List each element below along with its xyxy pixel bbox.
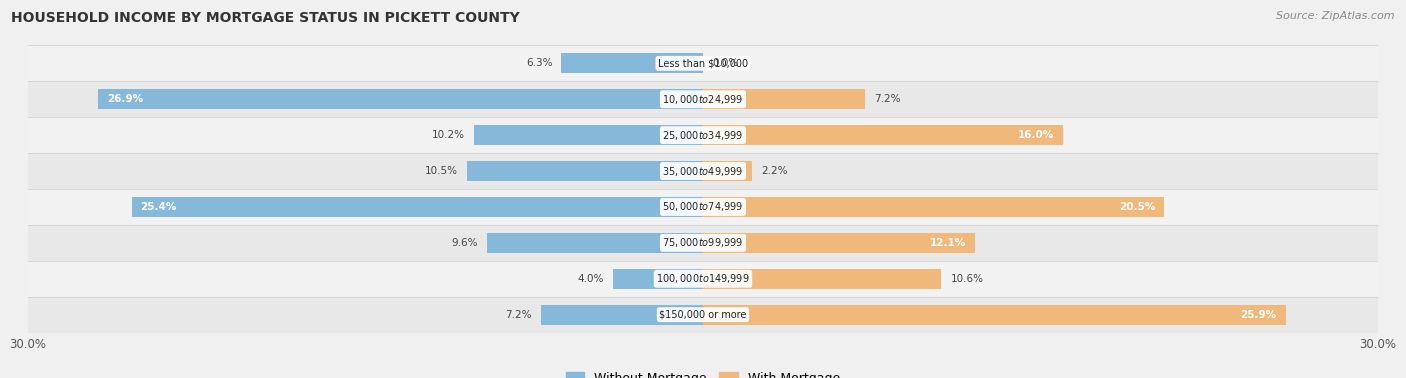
Text: 10.6%: 10.6% (950, 274, 983, 284)
Text: 26.9%: 26.9% (107, 94, 143, 104)
Text: 0.0%: 0.0% (711, 58, 738, 68)
Bar (28, 297, 1378, 333)
Text: 25.9%: 25.9% (1240, 310, 1277, 320)
Bar (703, 125, 1063, 145)
Bar (703, 305, 1285, 325)
Bar (703, 233, 976, 253)
Bar (28, 81, 1378, 117)
Bar (98, 89, 703, 109)
Bar (28, 153, 1378, 189)
Text: $50,000 to $74,999: $50,000 to $74,999 (662, 200, 744, 214)
Text: $150,000 or more: $150,000 or more (659, 310, 747, 320)
Text: $25,000 to $34,999: $25,000 to $34,999 (662, 129, 744, 142)
Bar (28, 189, 1378, 225)
Text: 2.2%: 2.2% (762, 166, 787, 176)
Text: 16.0%: 16.0% (1018, 130, 1054, 140)
Text: 10.5%: 10.5% (425, 166, 458, 176)
Bar (541, 305, 703, 325)
Text: 9.6%: 9.6% (451, 238, 478, 248)
Text: 25.4%: 25.4% (141, 202, 177, 212)
Bar (474, 125, 703, 145)
Bar (28, 117, 1378, 153)
Bar (28, 45, 1378, 81)
Bar (28, 225, 1378, 261)
Bar (703, 89, 865, 109)
Text: 12.1%: 12.1% (929, 238, 966, 248)
Text: $75,000 to $99,999: $75,000 to $99,999 (662, 236, 744, 249)
Text: Less than $10,000: Less than $10,000 (658, 58, 748, 68)
Bar (486, 233, 703, 253)
Bar (613, 269, 703, 289)
Text: 10.2%: 10.2% (432, 130, 464, 140)
Text: $100,000 to $149,999: $100,000 to $149,999 (657, 272, 749, 285)
Text: Source: ZipAtlas.com: Source: ZipAtlas.com (1277, 11, 1395, 21)
Text: 7.2%: 7.2% (875, 94, 900, 104)
Text: 7.2%: 7.2% (506, 310, 531, 320)
Bar (703, 161, 752, 181)
Text: HOUSEHOLD INCOME BY MORTGAGE STATUS IN PICKETT COUNTY: HOUSEHOLD INCOME BY MORTGAGE STATUS IN P… (11, 11, 520, 25)
Bar (703, 269, 942, 289)
Text: 6.3%: 6.3% (526, 58, 553, 68)
Text: $10,000 to $24,999: $10,000 to $24,999 (662, 93, 744, 106)
Bar (132, 197, 703, 217)
Text: 20.5%: 20.5% (1119, 202, 1156, 212)
Bar (28, 261, 1378, 297)
Bar (561, 53, 703, 73)
Legend: Without Mortgage, With Mortgage: Without Mortgage, With Mortgage (561, 367, 845, 378)
Text: 4.0%: 4.0% (578, 274, 605, 284)
Text: $35,000 to $49,999: $35,000 to $49,999 (662, 164, 744, 178)
Bar (703, 197, 1164, 217)
Bar (467, 161, 703, 181)
